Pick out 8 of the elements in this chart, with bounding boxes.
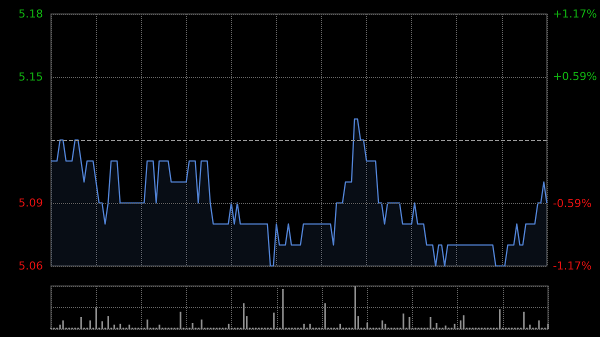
y2-tick-label: +1.17% (552, 8, 598, 20)
y2-tick-label: +0.59% (552, 70, 598, 83)
y-tick-label: 5.15 (18, 70, 43, 84)
y2-tick-label: -0.59% (552, 197, 592, 210)
y-tick-label: 5.09 (18, 196, 43, 210)
y2-tick-label: -1.17% (552, 260, 592, 272)
y-tick-label: 5.18 (18, 8, 43, 20)
y-tick-label: 5.06 (18, 260, 43, 272)
